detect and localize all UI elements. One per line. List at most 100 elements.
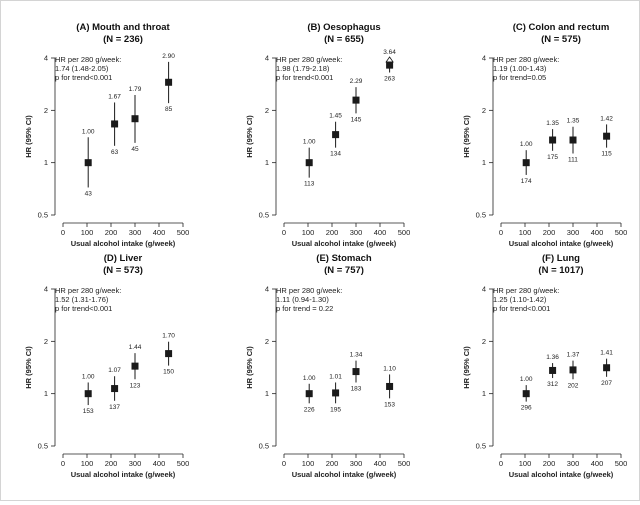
x-tick-label: 100 <box>519 228 532 237</box>
hr-value-label: 1.37 <box>567 352 580 359</box>
hr-value-label: 1.35 <box>567 118 580 125</box>
hr-point-marker <box>111 385 119 393</box>
hr-value-label: 1.07 <box>108 367 121 374</box>
hr-value-label: 1.00 <box>82 128 95 135</box>
case-count-label: 115 <box>601 151 612 158</box>
hr-value-label: 2.90 <box>162 53 175 60</box>
y-tick-label: 2 <box>44 337 48 346</box>
case-count-label: 134 <box>330 151 341 158</box>
y-axis-label: HR (95% CI) <box>245 346 254 389</box>
hr-point-marker <box>386 382 394 390</box>
panel-stat-line: p for trend = 0.22 <box>276 304 333 313</box>
case-count-label: 137 <box>109 404 120 411</box>
hr-point-marker <box>111 120 119 128</box>
y-tick-label: 2 <box>482 337 486 346</box>
case-count-label: 63 <box>111 149 119 156</box>
hr-value-label: 1.70 <box>162 333 175 340</box>
hr-value-label: 3.64 <box>383 49 396 56</box>
x-tick-label: 200 <box>543 459 556 468</box>
hr-value-label: 1.36 <box>546 354 559 361</box>
panel-title: (D) Liver <box>104 253 143 264</box>
panel-stat-line: 1.25 (1.10-1.42) <box>493 295 547 304</box>
x-tick-label: 500 <box>398 228 411 237</box>
hr-point-marker <box>332 389 340 397</box>
panel-title: (E) Stomach <box>316 253 372 264</box>
x-axis-label: Usual alcohol intake (g/week) <box>509 239 614 248</box>
y-tick-label: 4 <box>265 54 269 63</box>
hr-value-label: 1.79 <box>129 86 142 93</box>
x-tick-label: 100 <box>81 459 94 468</box>
x-tick-label: 300 <box>567 228 580 237</box>
case-count-label: 195 <box>330 406 341 413</box>
hr-point-marker <box>549 366 557 374</box>
case-count-label: 296 <box>521 405 532 412</box>
hr-value-label: 1.10 <box>383 365 396 372</box>
hr-value-label: 1.34 <box>350 352 363 359</box>
chart-panel: (F) Lung(N = 1017) HR per 280 g/week:1.25… <box>462 253 627 479</box>
chart-panel: (D) Liver(N = 573) HR per 280 g/week:1.52… <box>24 253 189 479</box>
panel-stat-line: p for trend<0.001 <box>55 304 112 313</box>
case-count-label: 183 <box>351 385 362 392</box>
panel-title: (A) Mouth and throat <box>76 22 170 33</box>
hr-value-label: 1.00 <box>520 376 533 383</box>
x-tick-label: 0 <box>61 459 65 468</box>
x-tick-label: 200 <box>326 459 339 468</box>
x-tick-label: 100 <box>302 459 315 468</box>
hr-value-label: 1.00 <box>303 375 316 382</box>
panel-stat-line: HR per 280 g/week: <box>276 55 342 64</box>
y-tick-label: 0.5 <box>259 211 269 220</box>
x-tick-label: 400 <box>153 228 166 237</box>
hr-point-marker <box>603 132 611 140</box>
x-axis-label: Usual alcohol intake (g/week) <box>292 470 397 479</box>
hr-value-label: 1.00 <box>303 139 316 146</box>
y-tick-label: 1 <box>44 389 48 398</box>
x-axis-label: Usual alcohol intake (g/week) <box>292 239 397 248</box>
panel-title: (F) Lung <box>542 253 580 264</box>
y-tick-label: 0.5 <box>38 442 48 451</box>
x-tick-label: 300 <box>129 228 142 237</box>
hr-point-marker <box>522 390 530 398</box>
chart-panel: (B) Oesophagus(N = 655) HR per 280 g/week… <box>245 22 410 248</box>
hr-point-marker <box>603 364 611 372</box>
hr-point-marker <box>352 368 360 376</box>
case-count-label: 153 <box>384 401 395 408</box>
panel-stat-line: 1.98 (1.79-2.18) <box>276 64 330 73</box>
hr-value-label: 1.41 <box>600 350 613 357</box>
hr-value-label: 1.00 <box>520 141 533 148</box>
panel-stat-line: 1.11 (0.94-1.30) <box>276 295 329 304</box>
hr-value-label: 1.01 <box>329 373 342 380</box>
x-tick-label: 400 <box>591 228 604 237</box>
hr-point-marker <box>131 362 139 370</box>
y-tick-label: 2 <box>265 337 269 346</box>
hr-point-marker <box>522 159 530 167</box>
panel-title: (C) Colon and rectum <box>513 22 610 33</box>
case-count-label: 45 <box>131 146 139 153</box>
panel-stat-line: 1.19 (1.00-1.43) <box>493 64 547 73</box>
panel-n-label: (N = 236) <box>103 34 143 45</box>
chart-panel: (E) Stomach(N = 757)HR per 280 g/week:1.… <box>245 253 410 479</box>
panel-stat-line: 1.74 (1.48-2.05) <box>55 64 109 73</box>
panel-n-label: (N = 575) <box>541 34 581 45</box>
chart-panel: (C) Colon and rectum(N = 575) HR per 280 … <box>462 22 627 248</box>
x-tick-label: 200 <box>326 228 339 237</box>
y-tick-label: 0.5 <box>38 211 48 220</box>
hr-value-label: 1.44 <box>129 344 142 351</box>
y-tick-label: 1 <box>482 389 486 398</box>
y-tick-label: 4 <box>265 285 269 294</box>
y-axis-label: HR (95% CI) <box>462 346 471 389</box>
panel-stat-line: HR per 280 g/week: <box>493 55 559 64</box>
x-tick-label: 500 <box>615 228 628 237</box>
y-tick-label: 2 <box>44 106 48 115</box>
y-tick-label: 0.5 <box>259 442 269 451</box>
case-count-label: 207 <box>601 380 612 387</box>
chart-panel: (A) Mouth and throat(N = 236) HR per 280 … <box>24 22 189 248</box>
panel-stat-line: p for trend<0.001 <box>276 73 333 82</box>
y-tick-label: 2 <box>265 106 269 115</box>
hr-value-label: 1.00 <box>82 373 95 380</box>
x-tick-label: 200 <box>105 228 118 237</box>
case-count-label: 202 <box>568 382 579 389</box>
x-tick-label: 0 <box>282 228 286 237</box>
y-tick-label: 2 <box>482 106 486 115</box>
hr-point-marker <box>165 78 173 86</box>
